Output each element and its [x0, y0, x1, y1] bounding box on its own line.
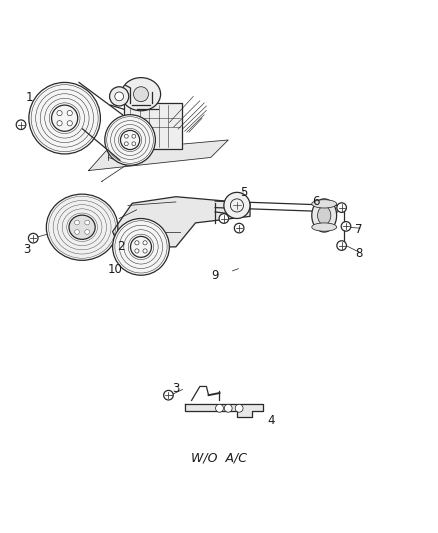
Ellipse shape: [311, 200, 336, 208]
Circle shape: [143, 241, 147, 245]
Polygon shape: [123, 103, 182, 149]
Circle shape: [336, 203, 346, 213]
Circle shape: [134, 241, 139, 245]
Text: 5: 5: [239, 186, 247, 199]
Polygon shape: [113, 197, 250, 247]
Text: 7: 7: [354, 223, 362, 236]
Circle shape: [113, 219, 169, 275]
Circle shape: [28, 233, 38, 243]
Ellipse shape: [121, 78, 160, 111]
Circle shape: [120, 131, 139, 150]
Circle shape: [235, 405, 243, 412]
Circle shape: [130, 237, 151, 257]
Circle shape: [230, 199, 243, 212]
Circle shape: [57, 120, 62, 126]
Circle shape: [340, 222, 350, 231]
Ellipse shape: [317, 206, 330, 224]
Text: 1: 1: [26, 91, 33, 104]
Circle shape: [124, 134, 128, 138]
Circle shape: [215, 405, 223, 412]
Circle shape: [133, 87, 148, 102]
Circle shape: [131, 134, 135, 138]
Text: 4: 4: [267, 414, 274, 426]
Ellipse shape: [311, 223, 336, 231]
Circle shape: [163, 390, 173, 400]
Text: 2: 2: [117, 240, 125, 253]
Circle shape: [143, 249, 147, 253]
Circle shape: [67, 120, 72, 126]
Ellipse shape: [311, 199, 336, 232]
Text: 3: 3: [23, 244, 30, 256]
Circle shape: [51, 105, 78, 131]
Ellipse shape: [46, 194, 117, 260]
Polygon shape: [88, 140, 228, 171]
Circle shape: [85, 220, 89, 225]
Circle shape: [74, 230, 79, 235]
Text: W/O  A/C: W/O A/C: [191, 451, 247, 464]
Circle shape: [85, 230, 89, 235]
Circle shape: [16, 120, 26, 130]
Text: 8: 8: [355, 247, 362, 260]
Polygon shape: [184, 404, 262, 417]
Circle shape: [110, 87, 128, 106]
Text: 9: 9: [211, 269, 219, 282]
Circle shape: [124, 142, 128, 146]
Circle shape: [219, 214, 228, 223]
Circle shape: [57, 110, 62, 116]
Circle shape: [131, 142, 135, 146]
Circle shape: [223, 192, 250, 219]
Text: 10: 10: [107, 263, 122, 277]
Circle shape: [115, 92, 123, 101]
Text: 3: 3: [172, 382, 179, 395]
Circle shape: [224, 405, 232, 412]
Text: 6: 6: [311, 196, 318, 208]
Circle shape: [29, 83, 100, 154]
Circle shape: [234, 223, 244, 233]
Circle shape: [105, 115, 155, 165]
Circle shape: [67, 110, 72, 116]
Ellipse shape: [69, 215, 95, 239]
Circle shape: [134, 249, 139, 253]
Circle shape: [336, 241, 346, 251]
Circle shape: [74, 220, 79, 225]
